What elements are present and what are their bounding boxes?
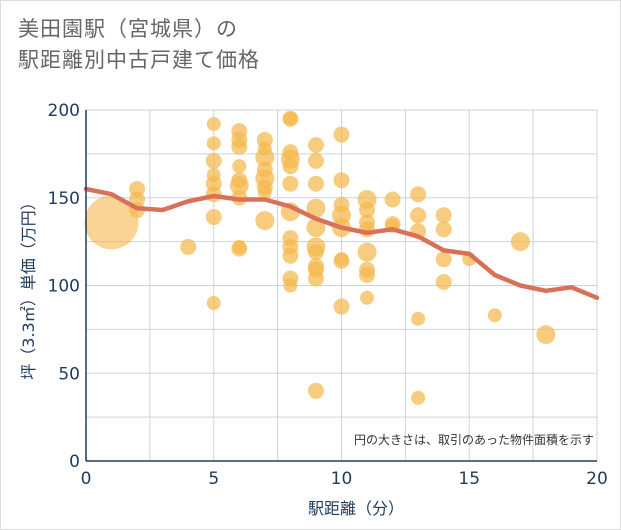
data-point	[257, 185, 272, 200]
data-point	[411, 390, 426, 405]
data-point	[282, 247, 299, 264]
data-point	[435, 207, 452, 224]
data-point	[510, 232, 530, 252]
trend-line	[83, 186, 600, 301]
data-point	[306, 218, 326, 238]
data-point	[283, 278, 298, 293]
data-point	[307, 270, 324, 287]
data-point	[206, 136, 221, 151]
data-point	[333, 172, 350, 189]
y-tick-label: 200	[48, 101, 80, 121]
data-point	[411, 311, 426, 326]
data-point	[231, 240, 248, 257]
data-point	[229, 175, 249, 195]
data-point	[333, 126, 350, 143]
data-point	[307, 175, 324, 192]
data-point	[333, 298, 350, 315]
data-point	[359, 266, 376, 283]
y-tick-label: 0	[69, 452, 80, 472]
data-point	[536, 325, 556, 345]
y-tick-label: 50	[58, 364, 80, 384]
chart-title-line-1: 美田園駅（宮城県）の	[18, 17, 238, 41]
data-point	[435, 251, 452, 268]
x-tick-label: 0	[81, 469, 92, 489]
size-note: 円の大きさは、取引のあった物件面積を示す	[354, 432, 594, 447]
y-axis-label: 坪（3.3㎡）単価（万円）	[19, 194, 38, 379]
data-point	[282, 175, 299, 192]
data-point	[487, 308, 502, 323]
data-point	[307, 382, 324, 399]
data-point	[360, 290, 375, 305]
data-point	[333, 252, 350, 269]
data-point	[205, 209, 222, 226]
scatter-points	[84, 110, 556, 405]
data-point	[255, 147, 275, 167]
data-point	[231, 138, 248, 155]
data-point	[84, 195, 139, 250]
trend-line-group	[83, 186, 600, 301]
data-point	[282, 158, 299, 175]
data-point	[307, 137, 324, 154]
data-point	[410, 186, 427, 203]
y-tick-label: 100	[48, 277, 80, 297]
data-point	[180, 238, 197, 255]
data-point	[359, 202, 376, 219]
data-point	[307, 152, 324, 169]
data-point	[357, 242, 377, 262]
data-point	[384, 191, 401, 208]
data-point	[435, 273, 452, 290]
x-tick-label: 5	[208, 469, 219, 489]
data-point	[306, 198, 326, 218]
data-point	[206, 117, 221, 132]
chart-title-line-2: 駅距離別中古戸建て価格	[18, 48, 260, 72]
data-point	[283, 111, 298, 126]
axes	[85, 110, 597, 462]
x-axis-label: 駅距離（分）	[308, 499, 404, 518]
data-point	[206, 296, 221, 311]
x-tick-label: 20	[586, 469, 608, 489]
data-point	[205, 152, 222, 169]
chart-title: 美田園駅（宮城県）の 駅距離別中古戸建て価格	[18, 14, 260, 76]
data-point	[435, 221, 452, 238]
x-tick-label: 10	[331, 469, 353, 489]
data-point	[232, 159, 247, 174]
data-point	[410, 207, 427, 224]
x-tick-label: 15	[458, 469, 480, 489]
y-tick-label: 150	[48, 189, 80, 209]
data-point	[255, 211, 275, 231]
data-point	[307, 244, 324, 261]
